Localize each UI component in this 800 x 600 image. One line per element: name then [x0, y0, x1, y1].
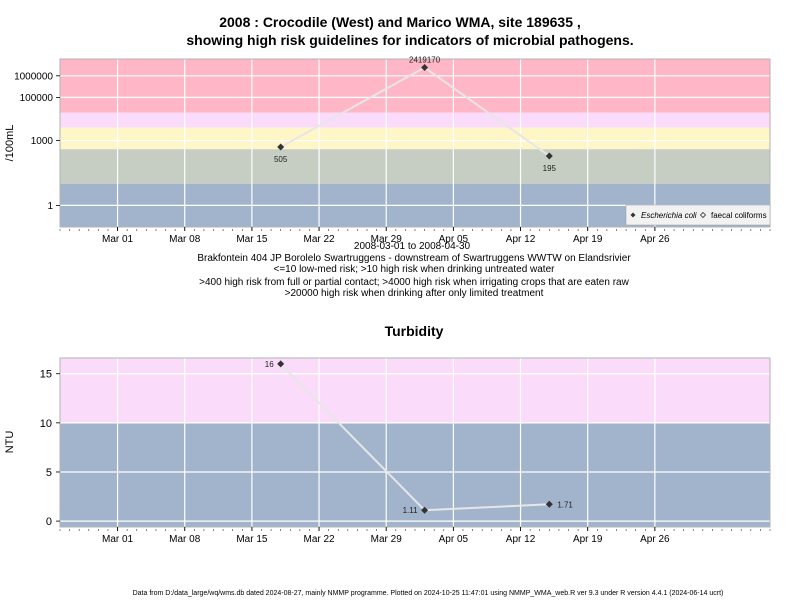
turbidity-risk-band	[60, 358, 770, 423]
turbidity-y-tick-label: 15	[40, 369, 52, 381]
data-source-caption: Data from D:/data_large/wq/wms.db dated …	[133, 590, 724, 597]
legend-item-faecal-coliforms: faecal coliforms	[711, 211, 767, 220]
turbidity-x-tick-label: Mar 15	[236, 534, 268, 545]
microbial-risk-band	[60, 149, 770, 184]
microbial-y-tick-label: 1000	[31, 136, 54, 147]
turbidity-y-axis-label: NTU	[4, 431, 16, 454]
turbidity-x-tick-label: Apr 05	[439, 534, 469, 545]
microbial-date-range: 2008-03-01 to 2008-04-30	[354, 241, 471, 252]
microbial-data-point	[545, 152, 553, 160]
ecoli-legend-diamond-icon	[630, 212, 636, 218]
microbial-plot-area: 1 1000 100000 1000000 Mar 01 Mar 08 Mar 15 Mar …	[14, 56, 771, 245]
turbidity-y-tick-label: 10	[40, 418, 52, 430]
risk-guideline-limited-treatment: >20000 high risk when drinking after onl…	[285, 288, 544, 299]
turbidity-x-tick-label: Mar 22	[303, 534, 335, 545]
turbidity-data-point	[277, 360, 285, 368]
turbidity-x-tick-label: Mar 01	[102, 534, 134, 545]
microbial-data-label: 195	[543, 164, 557, 173]
microbial-y-tick-label: 1	[47, 201, 53, 212]
microbial-y-tick-label: 100000	[20, 93, 54, 104]
microbial-x-tick-label: Mar 01	[102, 234, 134, 245]
faecal-coliforms-legend-diamond-icon	[699, 211, 707, 219]
turbidity-x-tick-label: Mar 29	[371, 534, 403, 545]
turbidity-plot-border	[59, 357, 771, 528]
microbial-risk-band	[60, 59, 770, 113]
microbial-data-point	[277, 143, 285, 151]
turbidity-data-point	[545, 500, 553, 508]
microbial-y-tick-label: 1000000	[14, 71, 53, 82]
turbidity-risk-band	[60, 422, 770, 527]
microbial-x-tick-label: Apr 19	[573, 234, 603, 245]
microbial-y-axis-label: /100mL	[4, 125, 16, 162]
turbidity-data-label: 1.11	[403, 506, 419, 515]
turbidity-x-tick-label: Apr 26	[640, 534, 670, 545]
microbial-x-tick-label: Apr 26	[640, 234, 670, 245]
turbidity-data-label: 16	[265, 360, 274, 369]
microbial-chart-title-line1: 2008 : Crocodile (West) and Marico WMA, …	[219, 14, 581, 30]
turbidity-data-point	[421, 506, 429, 514]
turbidity-plot-area: 0 5 10 15 Mar 01 Mar 08 Mar 15 Mar 22 Mar 29 Apr …	[40, 357, 771, 545]
turbidity-x-tick-label: Mar 08	[169, 534, 201, 545]
microbial-site-description: Brakfontein 404 JP Borolelo Swartruggens…	[197, 253, 631, 264]
legend-box	[625, 204, 771, 226]
risk-guideline-drinking-untreated: <=10 low-med risk; >10 high risk when dr…	[274, 264, 556, 275]
microbial-x-tick-label: Apr 05	[439, 234, 469, 245]
turbidity-data-label: 1.71	[557, 500, 573, 509]
turbidity-chart-title: Turbidity	[385, 323, 444, 339]
microbial-data-label: 2419170	[409, 56, 441, 65]
microbial-x-tick-label: Mar 29	[371, 234, 403, 245]
microbial-x-tick-label: Mar 15	[236, 234, 268, 245]
microbial-chart-title-line2: showing high risk guidelines for indicat…	[186, 32, 633, 48]
microbial-data-label: 505	[274, 155, 288, 164]
risk-guideline-contact-irrigation: >400 high risk from full or partial cont…	[199, 277, 629, 288]
turbidity-y-tick-label: 0	[46, 516, 52, 528]
microbial-plot-border	[59, 58, 771, 228]
turbidity-x-tick-label: Apr 19	[573, 534, 603, 545]
microbial-x-tick-label: Mar 08	[169, 234, 201, 245]
legend-item-ecoli: Escherichia coli	[641, 211, 697, 220]
turbidity-y-tick-label: 5	[46, 467, 52, 479]
microbial-data-point	[421, 64, 429, 72]
turbidity-x-tick-label: Apr 12	[506, 534, 536, 545]
microbial-x-tick-label: Apr 12	[506, 234, 536, 245]
microbial-risk-band	[60, 127, 770, 150]
microbial-risk-band	[60, 112, 770, 128]
microbial-x-tick-label: Mar 22	[303, 234, 335, 245]
legend: Escherichia coli faecal coliforms	[625, 204, 771, 226]
